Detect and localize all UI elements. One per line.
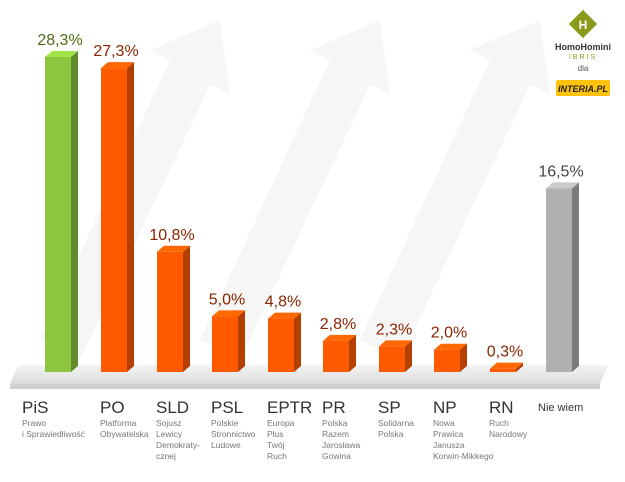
value-label: 2,0% [431,325,467,342]
brand-for: dla [578,64,589,73]
category-label: PO [100,398,125,417]
category-label: PiS [22,398,48,417]
category-description: Ruch [267,451,287,461]
category-description: Korwin-Mikkego [433,451,494,461]
category-label: PSL [211,398,243,417]
category-description: Ruch [489,418,509,428]
bar-side [294,312,301,372]
bar-top [268,312,301,319]
category-description: Plus [267,429,284,439]
category-description: Obywatelska [100,429,149,439]
bar-side [572,182,579,372]
value-label: 16,5% [538,163,583,180]
value-label: 4,8% [265,294,301,311]
bar [268,318,294,372]
category-description: Twój [267,440,285,450]
bar-side [460,343,467,372]
bar-side [516,362,523,372]
category-label: PR [322,398,346,417]
category-label: NP [433,398,457,417]
category-description: Jarosława [322,440,361,450]
category-description: Ludowe [211,440,241,450]
value-label: 27,3% [93,43,138,60]
bar [101,68,127,373]
background-arrows [40,20,550,360]
category-label: RN [489,398,514,417]
category-label: SP [378,398,401,417]
category-label: Nie wiem [538,402,583,414]
bar-side [238,310,245,372]
bar-top [434,343,467,350]
brand-name: HomoHomini [555,42,611,52]
value-label: 0,3% [487,344,523,361]
value-label: 28,3% [37,32,82,49]
bar-top [212,310,245,317]
bar-top [323,334,356,341]
category-description: Solidarna [378,418,414,428]
bar [490,368,516,372]
bar-top [490,362,523,369]
category-description: i Sprawiedliwość [22,429,86,439]
bar [379,346,405,372]
bar [323,340,349,372]
category-description: Demokraty- [156,440,200,450]
bar-side [183,245,190,372]
bar [45,57,71,372]
logo: H HomoHomini IBRIS dla INTERIA.PL [555,9,611,96]
bar-side [127,62,134,373]
category-description: Nowa [433,418,455,428]
bar [546,188,572,372]
category-description: Sojusz [156,418,182,428]
svg-text:H: H [579,18,588,32]
category-description: Narodowy [489,429,528,439]
category-description: Prawica [433,429,464,439]
category-description: Janusza [433,440,465,450]
bar-top [101,62,134,69]
category-label: EPTR [267,398,312,417]
category-description: Lewicy [156,429,183,439]
category-description: Gowina [322,451,351,461]
value-label: 2,3% [376,321,412,338]
category-description: Europa [267,418,295,428]
bar [212,316,238,372]
category-description: cznej [156,451,176,461]
bar [434,349,460,372]
bar-top [546,182,579,189]
category-description: Razem [322,429,349,439]
brand-sub: IBRIS [569,54,597,61]
bar-side [405,340,412,372]
bar-top [157,245,190,252]
bar [157,251,183,372]
bar-top [45,51,78,57]
category-label: SLD [156,398,189,417]
bar-top [379,340,412,347]
bar-side [349,334,356,372]
category-description: Platforma [100,418,137,428]
category-description: Polska [322,418,348,428]
floor-edge [10,384,600,389]
category-description: Prawo [22,418,46,428]
value-label: 10,8% [149,227,194,244]
category-description: Polskie [211,418,239,428]
category-description: Polska [378,429,404,439]
brand-partner: INTERIA.PL [558,84,608,94]
category-description: Stronnictwo [211,429,256,439]
value-label: 5,0% [209,291,245,308]
value-label: 2,8% [320,316,356,333]
bar-side [71,51,78,372]
